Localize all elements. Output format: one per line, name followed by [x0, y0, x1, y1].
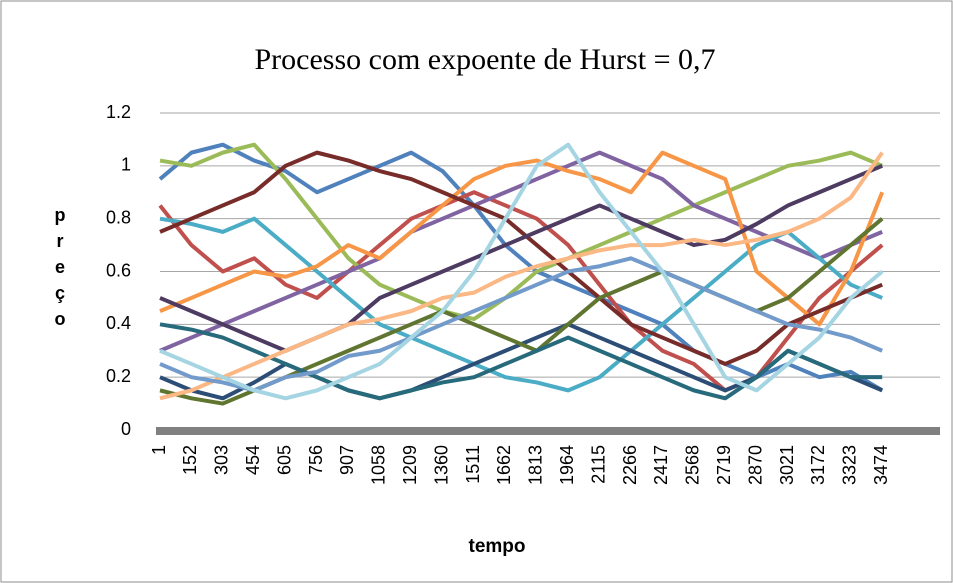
- x-tick-label: 3323: [840, 445, 860, 485]
- x-tick-label: 1360: [431, 445, 451, 485]
- series-line: [159, 142, 884, 401]
- series-line: [159, 150, 883, 366]
- x-tick-label: 3172: [808, 445, 828, 485]
- chart-title: Processo com expoente de Hurst = 0,7: [255, 43, 716, 76]
- x-axis-line: [156, 427, 940, 435]
- series-line: [159, 322, 883, 401]
- series-line: [159, 142, 883, 322]
- x-tick-label: 3474: [871, 445, 891, 485]
- x-tick-label: 303: [212, 445, 232, 475]
- x-tick-label: 605: [274, 445, 294, 475]
- x-tick-label: 454: [243, 445, 263, 475]
- x-tick-label: 1964: [557, 445, 577, 485]
- series-line: [159, 150, 885, 327]
- x-tick-label: 1511: [463, 445, 483, 484]
- x-tick-label: 152: [180, 445, 200, 475]
- y-tick-label: 0: [121, 419, 131, 439]
- x-tick-label: 2266: [620, 445, 640, 485]
- series-line: [159, 151, 884, 401]
- y-tick-label: 0.2: [106, 366, 131, 386]
- x-tick-label: 2870: [745, 445, 765, 485]
- x-tick-label: 2417: [651, 445, 671, 485]
- y-tick-label: 0.8: [106, 207, 131, 227]
- series-line: [159, 216, 883, 393]
- series-line: [159, 256, 883, 393]
- x-tick-label: 1058: [369, 445, 389, 485]
- y-tick-label: 1.2: [106, 102, 131, 122]
- y-tick-label: 1: [121, 155, 131, 175]
- x-tick-label: 3021: [777, 445, 797, 485]
- series-line: [159, 150, 883, 353]
- x-tick-label: 1: [149, 445, 169, 455]
- x-tick-label: 2568: [683, 445, 703, 485]
- x-tick-label: 2115: [588, 445, 608, 484]
- y-tick-label: 0.4: [106, 313, 131, 333]
- series-line: [159, 163, 883, 353]
- x-tick-label: 1209: [400, 445, 420, 485]
- x-tick-label: 907: [337, 445, 357, 475]
- y-tick-label: 0.6: [106, 260, 131, 280]
- x-tick-label: 2719: [714, 445, 734, 485]
- x-tick-label: 1813: [526, 445, 546, 485]
- x-axis-title: tempo: [469, 536, 526, 557]
- x-tick-label: 1662: [494, 445, 514, 485]
- y-axis-title: preço: [50, 205, 70, 335]
- x-tick-label: 756: [306, 445, 326, 475]
